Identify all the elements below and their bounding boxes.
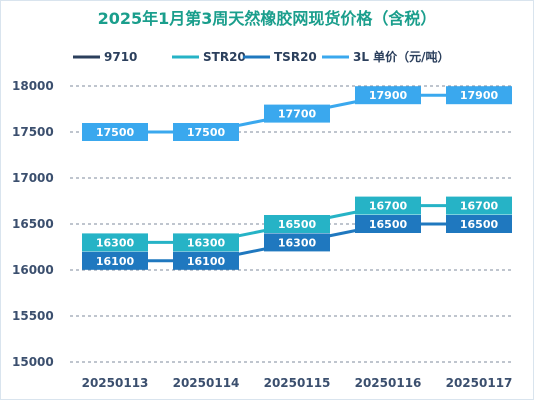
- data-label-text: 16700: [460, 200, 499, 213]
- data-label-box: [355, 196, 421, 215]
- x-tick-label: 20250117: [446, 376, 513, 390]
- data-label-box: [264, 104, 330, 123]
- y-axis: 15000 15500 16000 16500 17000 17500 18000: [12, 79, 54, 369]
- data-label: 17900: [355, 86, 421, 105]
- x-tick-label: 20250115: [264, 376, 331, 390]
- data-label-text: 16100: [187, 255, 226, 268]
- data-label-box: [82, 233, 148, 252]
- legend-label: STR20: [203, 50, 246, 64]
- y-tick-label: 17500: [12, 125, 54, 139]
- data-label-box: [446, 196, 512, 215]
- data-label-box: [264, 233, 330, 252]
- data-label-text: 17700: [278, 108, 317, 121]
- y-tick-label: 17000: [12, 171, 54, 185]
- data-label-text: 17500: [96, 126, 135, 139]
- data-label-box: [355, 86, 421, 105]
- data-label: 16100: [173, 251, 239, 270]
- data-label-box: [446, 86, 512, 105]
- x-tick-label: 20250116: [355, 376, 422, 390]
- data-label: 16500: [264, 215, 330, 233]
- data-label-text: 17900: [460, 89, 499, 102]
- legend-label: 9710: [104, 50, 137, 64]
- legend: 9710 STR20 TSR20 3L 单价（元/吨）: [73, 49, 450, 64]
- x-axis: 20250113 20250114 20250115 20250116 20250117: [82, 376, 513, 390]
- x-tick-label: 20250114: [173, 376, 240, 390]
- data-label: 16300: [82, 233, 148, 252]
- legend-label: 3L 单价（元/吨）: [353, 49, 450, 64]
- data-label: 16700: [355, 196, 421, 215]
- data-label: 17500: [173, 123, 239, 141]
- data-label-text: 16700: [369, 200, 408, 213]
- data-label: 17700: [264, 104, 330, 123]
- y-tick-label: 18000: [12, 79, 54, 93]
- legend-label: TSR20: [274, 50, 317, 64]
- data-label-text: 16500: [369, 218, 408, 231]
- data-label-text: 16500: [460, 218, 499, 231]
- data-label: 16500: [355, 215, 421, 233]
- y-tick-label: 16000: [12, 263, 54, 277]
- data-label-box: [82, 251, 148, 270]
- data-label: 16300: [173, 233, 239, 252]
- data-label-text: 16300: [96, 236, 135, 249]
- data-label: 16500: [446, 215, 512, 233]
- x-tick-label: 20250113: [82, 376, 149, 390]
- data-label-box: [82, 123, 148, 141]
- data-labels: 16300 16300 16500 16700 16700 16100 16100 16300…: [82, 86, 512, 270]
- data-label: 16700: [446, 196, 512, 215]
- data-label-text: 16300: [278, 236, 317, 249]
- data-label-box: [173, 251, 239, 270]
- data-label-box: [446, 215, 512, 233]
- data-label: 16300: [264, 233, 330, 252]
- chart-title: 2025年1月第3周天然橡胶网现货价格（含税）: [98, 9, 437, 28]
- data-label-box: [173, 233, 239, 252]
- data-label: 16100: [82, 251, 148, 270]
- data-label-text: 17500: [187, 126, 226, 139]
- data-label-text: 16300: [187, 236, 226, 249]
- data-label-text: 17900: [369, 89, 408, 102]
- data-label: 17900: [446, 86, 512, 105]
- data-label-text: 16500: [278, 218, 317, 231]
- data-label-box: [355, 215, 421, 233]
- y-tick-label: 15000: [12, 355, 54, 369]
- y-tick-label: 15500: [12, 309, 54, 323]
- data-label-box: [264, 215, 330, 233]
- data-label-text: 16100: [96, 255, 135, 268]
- y-tick-label: 16500: [12, 217, 54, 231]
- data-label-box: [173, 123, 239, 141]
- data-label: 17500: [82, 123, 148, 141]
